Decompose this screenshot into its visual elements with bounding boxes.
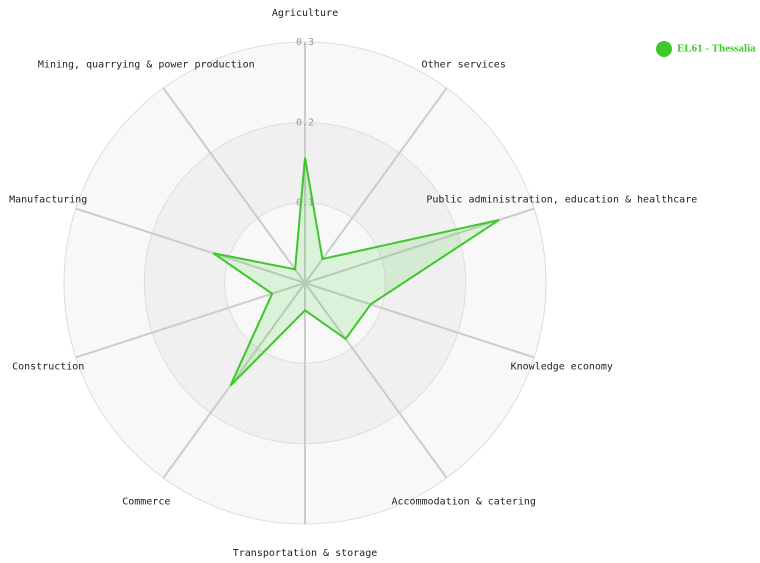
- axis-line: [304, 87, 448, 284]
- axis-label: Manufacturing: [9, 195, 87, 206]
- axis-label: Knowledge economy: [511, 361, 613, 372]
- axis-label: Construction: [12, 361, 84, 372]
- axis-line: [162, 87, 306, 284]
- legend-text: EL61 - Thessalia: [677, 43, 756, 55]
- axis-label: Mining, quarrying & power production: [38, 60, 255, 71]
- series-area: [212, 157, 500, 387]
- legend-swatch: [656, 41, 672, 57]
- axis-line: [304, 282, 535, 359]
- tick: 0.3: [296, 37, 314, 48]
- axis-label: Agriculture: [272, 8, 338, 19]
- axis-label: Commerce: [122, 496, 170, 507]
- tick: 0.1: [296, 198, 314, 209]
- axis-line: [304, 282, 448, 479]
- tick: 0.2: [296, 117, 314, 128]
- axis-label: Accommodation & catering: [391, 496, 536, 507]
- axis-line: [75, 207, 306, 284]
- axis-label: Transportation & storage: [233, 548, 378, 559]
- axis-label: Other services: [422, 60, 506, 71]
- axis-line: [75, 282, 306, 359]
- axis-label: Public administration, education & healt…: [426, 195, 697, 206]
